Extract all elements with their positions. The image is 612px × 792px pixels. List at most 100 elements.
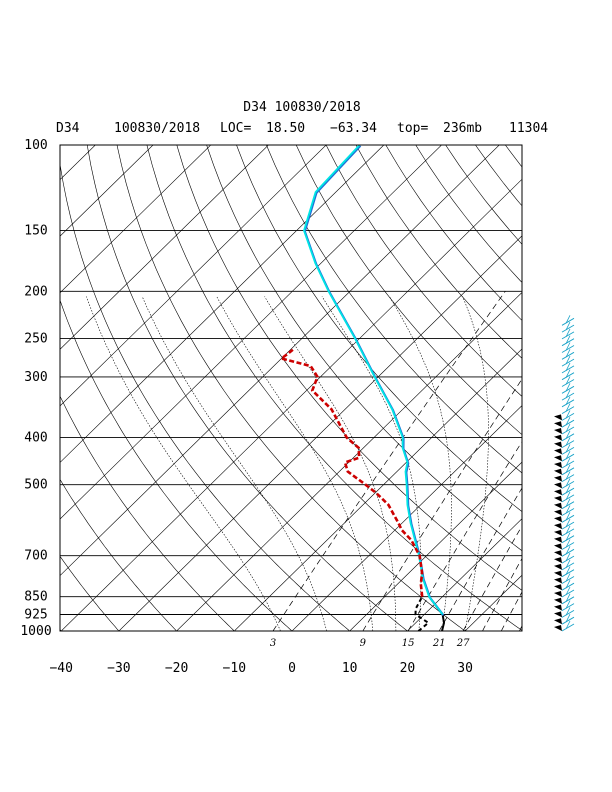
wind-barb-staff: [561, 379, 575, 387]
pressure-label-300: 300: [24, 370, 47, 385]
temperature-tick-label: 10: [342, 661, 358, 676]
moist-adiabat: [264, 296, 397, 631]
moist-adiabat: [141, 296, 327, 631]
wind-barb: [554, 607, 575, 618]
wind-barb-staff: [561, 324, 575, 333]
mixing-ratio-labels: 3 9 15 21 27: [270, 638, 470, 649]
wind-barb-pennant: [554, 604, 562, 611]
isobar-lines: [60, 144, 522, 632]
wind-barb-staff: [561, 582, 575, 591]
wind-barb-staff: [561, 603, 575, 611]
wind-barb-pennant: [554, 475, 562, 482]
pressure-label-700: 700: [24, 549, 47, 564]
wind-barb-feather: [565, 369, 571, 378]
wind-barb-staff: [561, 460, 575, 469]
wind-barb-staff: [561, 596, 575, 605]
wind-barb-feather: [565, 620, 571, 630]
isotherm: [118, 235, 522, 631]
wind-barb-staff: [561, 610, 575, 618]
wind-barb-feather: [565, 423, 571, 433]
mixing-ratio-label-9: 9: [360, 638, 367, 649]
subtitle-top-label: top=: [397, 121, 428, 136]
mixing-ratio-label-27: 27: [456, 638, 470, 649]
pressure-label-200: 200: [24, 284, 47, 299]
wind-barb: [554, 525, 575, 537]
wind-barb-pennant: [554, 489, 562, 496]
pressure-label-1000: 1000: [20, 624, 51, 639]
mixing-ratio-label-3: 3: [270, 638, 276, 649]
wind-barb-pennant: [554, 625, 562, 631]
wind-barb: [554, 546, 575, 557]
wind-barb-feather: [565, 478, 571, 487]
wind-barb-staff: [561, 385, 575, 394]
isotherm: [233, 348, 522, 631]
wind-barb: [554, 417, 575, 428]
mixing-ratio-line: [362, 378, 522, 631]
wind-barb-pennant: [554, 529, 562, 536]
wind-barb-feather: [565, 573, 571, 582]
wind-barb: [554, 423, 575, 435]
temperature-tick-label: 30: [457, 661, 473, 676]
wind-barb: [561, 315, 575, 326]
wind-barb-staff: [561, 317, 575, 326]
sounding-profiles: [278, 145, 446, 631]
wind-barb: [554, 410, 575, 421]
subtitle-station: D34: [56, 121, 80, 136]
moist-adiabat: [86, 296, 281, 631]
chart-subtitle: D34 100830/2018 LOC= 18.50 −63.34 top= 2…: [56, 121, 548, 136]
wind-barb-staff: [561, 399, 575, 408]
wind-barb: [561, 321, 575, 333]
wind-barb-staff: [561, 467, 575, 476]
wind-barb: [554, 485, 575, 496]
moist-adiabat: [321, 296, 422, 631]
dry-adiabat: [295, 145, 522, 436]
moist-adiabat: [389, 296, 452, 631]
wind-barb-feather: [565, 614, 571, 623]
wind-barb-pennant: [554, 516, 562, 523]
wind-barb-pennant: [554, 428, 562, 434]
isotherm: [349, 461, 522, 631]
subtitle-top-value: 236mb: [443, 121, 482, 136]
chart-title: D34 100830/2018: [243, 100, 360, 115]
isotherm: [60, 145, 442, 520]
wind-barb: [554, 518, 575, 530]
wind-barb-feather: [565, 362, 571, 372]
wind-barb-pennant: [554, 591, 562, 597]
wind-barb-feather: [565, 349, 571, 358]
wind-barb-pennant: [554, 597, 562, 604]
dry-adiabat: [60, 162, 350, 631]
mixing-ratio-line: [272, 291, 506, 631]
pressure-label-150: 150: [24, 224, 47, 239]
wind-barb-staff: [561, 419, 575, 428]
wind-barb-staff: [561, 494, 575, 503]
wind-barb-pennant: [554, 543, 562, 550]
subtitle-lat: 18.50: [266, 121, 305, 136]
wind-barb-pennant: [554, 618, 562, 625]
wind-barb-feather: [565, 491, 571, 501]
wind-barb-pennant: [554, 509, 562, 516]
wind-barb: [561, 383, 575, 394]
wind-barb: [554, 620, 575, 632]
wind-barb-pennant: [554, 536, 562, 543]
wind-barb-staff: [561, 447, 575, 455]
wind-barb-pennant: [554, 414, 562, 421]
isotherm: [406, 518, 522, 631]
wind-barb-feather: [565, 485, 571, 494]
dewpoint-line: [278, 347, 424, 597]
wind-barb: [561, 349, 575, 360]
wind-barb: [554, 471, 575, 482]
wind-barb-feather: [565, 403, 571, 412]
wind-barb-staff: [561, 481, 575, 489]
wind-barb-feather: [565, 580, 571, 589]
mixing-ratio-line: [500, 591, 522, 631]
wind-barb-staff: [561, 589, 575, 598]
wind-barb-staff: [561, 433, 575, 442]
wind-barb-staff: [561, 345, 575, 353]
mixing-ratio-label-21: 21: [432, 638, 446, 649]
wind-barb-feather: [565, 437, 571, 446]
wind-barb: [554, 505, 575, 516]
wind-barb: [554, 573, 575, 584]
wind-barb: [554, 430, 575, 442]
